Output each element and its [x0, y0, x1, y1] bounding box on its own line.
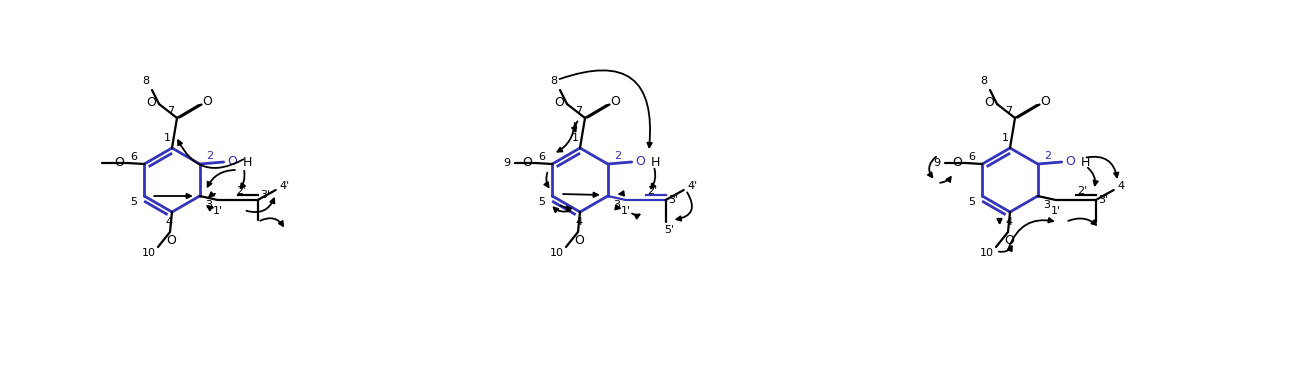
Text: 1': 1' — [620, 206, 631, 216]
Text: 7: 7 — [576, 106, 582, 116]
Text: O: O — [1064, 155, 1075, 167]
Text: 5': 5' — [665, 225, 675, 235]
Text: 6: 6 — [537, 152, 545, 162]
Text: 3: 3 — [205, 200, 213, 210]
Text: 1': 1' — [213, 206, 223, 216]
Text: 8: 8 — [142, 76, 150, 86]
Text: O: O — [114, 156, 125, 169]
Text: O: O — [610, 95, 620, 107]
Text: 6: 6 — [130, 152, 137, 162]
Text: O: O — [166, 234, 176, 247]
Text: O: O — [202, 95, 212, 107]
Text: 4: 4 — [166, 217, 172, 227]
Text: O: O — [574, 234, 583, 247]
Text: 1: 1 — [163, 133, 171, 143]
Text: 6: 6 — [968, 152, 975, 162]
Text: 9: 9 — [934, 158, 941, 168]
Text: 7: 7 — [1005, 106, 1013, 116]
Text: O: O — [984, 96, 993, 109]
Text: H: H — [243, 156, 252, 170]
Text: 2: 2 — [614, 151, 622, 161]
Text: H: H — [650, 156, 661, 170]
Text: 5: 5 — [130, 197, 137, 207]
Text: 4': 4' — [280, 181, 290, 191]
Text: 10: 10 — [142, 248, 156, 258]
Text: 8: 8 — [980, 76, 988, 86]
Text: 2: 2 — [206, 151, 213, 161]
Text: 7: 7 — [167, 106, 175, 116]
Text: 8: 8 — [551, 76, 557, 86]
Text: O: O — [635, 155, 645, 167]
Text: 4': 4' — [687, 181, 698, 191]
Text: 1': 1' — [1051, 206, 1060, 216]
Text: O: O — [227, 155, 237, 167]
Text: 2': 2' — [648, 186, 658, 196]
Text: 3: 3 — [1043, 200, 1050, 210]
Text: H: H — [1081, 156, 1091, 170]
Text: 2: 2 — [1045, 151, 1051, 161]
Text: 1: 1 — [572, 133, 578, 143]
Text: 1: 1 — [1001, 133, 1009, 143]
Text: 5: 5 — [537, 197, 545, 207]
Text: 4: 4 — [1005, 217, 1013, 227]
Text: 4: 4 — [576, 217, 582, 227]
Text: 2': 2' — [1077, 186, 1088, 196]
Text: 3: 3 — [614, 200, 620, 210]
Text: 10: 10 — [980, 248, 993, 258]
Text: 9: 9 — [503, 158, 511, 168]
Text: O: O — [953, 156, 962, 169]
Text: O: O — [146, 96, 156, 109]
Text: 10: 10 — [551, 248, 564, 258]
Text: O: O — [1041, 95, 1050, 107]
Text: 3': 3' — [1099, 195, 1109, 205]
Text: 4: 4 — [1117, 181, 1125, 191]
Text: O: O — [555, 96, 564, 109]
Text: 3': 3' — [260, 190, 271, 200]
Text: 2': 2' — [237, 186, 247, 196]
Text: O: O — [523, 156, 532, 169]
Text: 3': 3' — [669, 195, 679, 205]
Text: 5: 5 — [968, 197, 975, 207]
Text: O: O — [1004, 234, 1014, 247]
